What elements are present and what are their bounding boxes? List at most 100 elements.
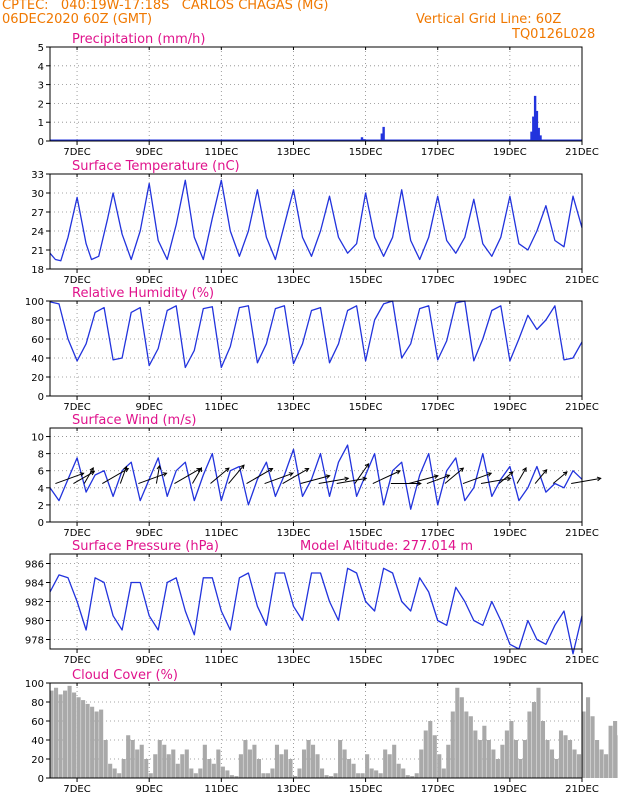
- wind-arrow: [138, 472, 168, 485]
- cloud-bar: [117, 773, 122, 778]
- wind-arrow: [228, 464, 245, 484]
- cloud-title: Cloud Cover (%): [72, 668, 178, 683]
- cloud-bar: [72, 692, 77, 778]
- cloud-bar: [351, 763, 356, 778]
- cloud-bar: [342, 749, 347, 778]
- wind-arrow-head: [89, 467, 94, 472]
- y-tick-label: 21: [31, 246, 44, 257]
- cloud-bar: [121, 759, 126, 778]
- wind-arrow: [336, 476, 368, 485]
- x-tick-label: 19DEC: [493, 655, 527, 666]
- x-tick-label: 7DEC: [63, 528, 90, 539]
- cloud-bar: [58, 694, 63, 778]
- y-tick-label: 5: [38, 43, 44, 54]
- cloud-bar: [211, 763, 216, 778]
- y-tick-label: 18: [31, 265, 44, 276]
- wind-arrow: [372, 470, 401, 484]
- x-tick-label: 13DEC: [277, 784, 311, 795]
- cloud-bar: [103, 740, 108, 778]
- wind-arrow-head: [325, 474, 331, 479]
- precip-title: Precipitation (mm/h): [72, 32, 205, 47]
- precip-bar: [530, 131, 533, 141]
- cloud-bar: [297, 768, 302, 778]
- cloud-bar: [202, 744, 207, 778]
- wind-panel: 0 2 4 6 8 10 7DEC 9DEC 11DEC 13DEC 15DEC 17DEC 19DEC…: [31, 413, 602, 539]
- cloud-bar: [333, 773, 338, 778]
- x-tick-label: 21DEC: [565, 147, 599, 158]
- x-tick-label: 11DEC: [204, 275, 238, 286]
- wind-arrow-shaft: [354, 463, 369, 484]
- wind-arrow: [300, 474, 331, 485]
- wind-arrow-head: [487, 472, 493, 477]
- cloud-bar: [522, 740, 527, 778]
- x-tick-label: 9DEC: [135, 528, 162, 539]
- x-tick-label: 19DEC: [493, 402, 527, 413]
- cloud-bar: [162, 744, 167, 778]
- wind-arrow-head: [417, 481, 422, 486]
- wind-arrow-shaft: [246, 468, 273, 484]
- wind-arrow-shaft: [426, 474, 450, 485]
- y-tick-label: 8: [38, 450, 44, 461]
- x-tick-label: 7DEC: [63, 655, 90, 666]
- cloud-bar: [99, 709, 104, 778]
- wind-arrow-shaft: [498, 471, 514, 484]
- wind-arrow: [246, 468, 274, 484]
- wind-arrow-shaft: [444, 467, 464, 484]
- cloud-bar: [229, 775, 234, 778]
- cloud-bar: [261, 773, 266, 778]
- cloud-bar: [329, 776, 334, 778]
- y-tick-label: 30: [31, 189, 44, 200]
- cloud-bar: [256, 759, 261, 778]
- wind-arrow: [390, 481, 422, 486]
- wind-arrow-head: [288, 472, 294, 477]
- x-tick-label: 15DEC: [349, 402, 383, 413]
- temp-title: Surface Temperature (nC): [72, 159, 240, 174]
- wind-arrow-shaft: [534, 469, 548, 484]
- cloud-bar: [157, 740, 162, 778]
- x-tick-label: 9DEC: [135, 655, 162, 666]
- wind-arrow-shaft: [516, 467, 527, 484]
- cloud-bar: [54, 687, 59, 778]
- cloud-bar: [567, 740, 573, 778]
- cloud-bar: [225, 770, 230, 778]
- cloud-bar: [130, 740, 135, 778]
- cloud-bar: [536, 687, 541, 778]
- cloud-bar: [63, 690, 68, 778]
- x-tick-label: 15DEC: [349, 655, 383, 666]
- wind-arrow-head: [362, 476, 368, 482]
- x-tick-label: 21DEC: [565, 402, 599, 413]
- wind-arrow-shaft: [55, 472, 84, 485]
- temp-series-line: [49, 179, 583, 262]
- cloud-bar: [306, 740, 311, 778]
- cloud-bar: [554, 759, 559, 778]
- cloud-bar: [207, 759, 212, 778]
- cloud-bar: [563, 735, 568, 778]
- y-tick-label: 0: [38, 774, 44, 785]
- wind-arrow: [408, 474, 439, 485]
- header-date: 06DEC2020 60Z (GMT): [2, 12, 153, 27]
- y-tick-label: 3: [38, 81, 44, 92]
- wind-arrow: [516, 467, 527, 484]
- y-tick-label: 4: [38, 484, 44, 495]
- wind-arrow-shaft: [571, 477, 601, 485]
- x-tick-label: 17DEC: [421, 784, 455, 795]
- wind-arrow-head: [79, 472, 85, 477]
- cloud-bar: [405, 775, 410, 778]
- wind-arrow-shaft: [552, 471, 568, 484]
- wind-arrow: [192, 467, 202, 484]
- x-tick-label: 15DEC: [349, 784, 383, 795]
- cloud-bar: [365, 754, 370, 778]
- y-tick-label: 100: [25, 679, 44, 690]
- wind-arrow: [55, 472, 85, 485]
- cloud-bar: [189, 768, 194, 778]
- cloud-bar: [590, 716, 595, 778]
- x-tick-label: 21DEC: [565, 655, 599, 666]
- cloud-bar: [193, 773, 198, 778]
- y-tick-label: 10: [31, 433, 44, 444]
- wind-arrow-shaft: [462, 472, 492, 485]
- cloud-bar: [513, 740, 518, 778]
- cloud-bar: [581, 711, 586, 778]
- wind-arrow-head: [162, 472, 168, 477]
- x-tick-label: 11DEC: [204, 784, 238, 795]
- cloud-bar: [518, 759, 523, 778]
